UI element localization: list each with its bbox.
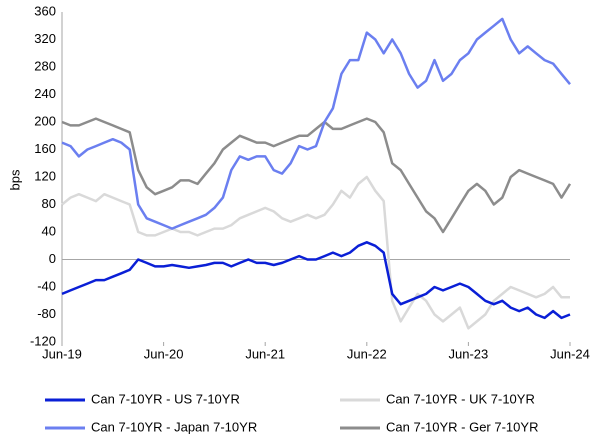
y-tick-label: 0 [49, 251, 56, 266]
y-tick-label: 360 [34, 3, 56, 18]
x-tick-label: Jun-20 [144, 346, 184, 361]
series-line [61, 117, 572, 234]
y-tick-label: 40 [42, 223, 56, 238]
y-tick-label: 320 [34, 31, 56, 46]
series-line [61, 17, 571, 230]
y-tick-label: -40 [37, 278, 56, 293]
legend-label: Can 7-10YR - US 7-10YR [91, 391, 240, 406]
y-tick-label: -120 [30, 333, 56, 348]
y-tick-label: -80 [37, 306, 56, 321]
x-tick-label: Jun-24 [550, 346, 590, 361]
y-tick-label: 200 [34, 113, 56, 128]
y-tick-label: 280 [34, 58, 56, 73]
x-tick-label: Jun-23 [449, 346, 489, 361]
y-tick-label: 240 [34, 86, 56, 101]
y-tick-label: 120 [34, 168, 56, 183]
y-axis-label: bps [7, 169, 22, 190]
x-tick-label: Jun-22 [347, 346, 387, 361]
legend-label: Can 7-10YR - UK 7-10YR [386, 391, 535, 406]
series-line [61, 175, 570, 330]
y-tick-label: 160 [34, 141, 56, 156]
legend-label: Can 7-10YR - Ger 7-10YR [386, 419, 538, 434]
x-tick-label: Jun-19 [42, 346, 82, 361]
y-tick-label: 80 [42, 196, 56, 211]
series-line [61, 241, 571, 320]
x-tick-label: Jun-21 [245, 346, 285, 361]
legend-label: Can 7-10YR - Japan 7-10YR [91, 419, 257, 434]
